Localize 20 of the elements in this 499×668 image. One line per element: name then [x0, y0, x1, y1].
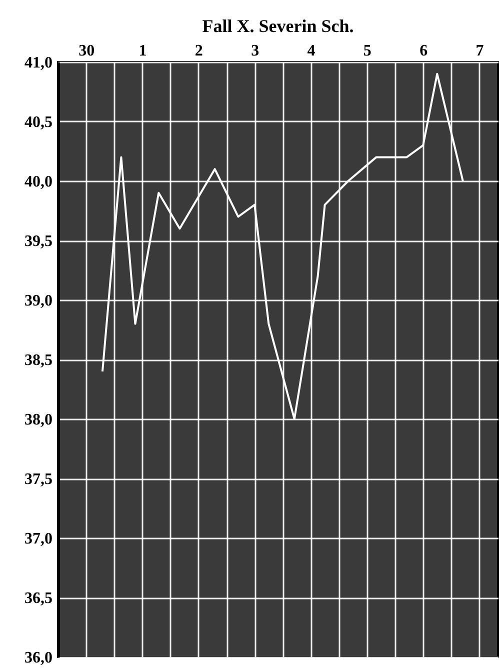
y-tick-label: 36,5 [24, 590, 52, 607]
y-tick-label: 38,0 [24, 412, 52, 428]
x-tick-label: 6 [420, 42, 428, 60]
y-tick-label: 40,5 [24, 114, 52, 131]
chart-title: Fall X. Severin Sch. [202, 16, 354, 36]
y-tick-label: 36,0 [24, 650, 52, 666]
y-tick-label: 37,5 [24, 471, 52, 488]
x-tick-label: 4 [307, 42, 316, 60]
x-tick-label: 2 [194, 42, 203, 60]
x-tick-label: 5 [363, 42, 372, 60]
y-tick-label: 41,0 [24, 54, 52, 72]
x-tick-label: 1 [138, 42, 147, 60]
y-tick-label: 40,0 [24, 174, 52, 190]
x-tick-label: 7 [476, 42, 484, 60]
y-tick-label: 39,0 [24, 292, 52, 310]
y-tick-label: 38,5 [24, 352, 52, 369]
y-tick-label: 37,0 [24, 530, 52, 548]
y-tick-label: 39,5 [24, 233, 52, 250]
x-tick-label: 30 [78, 42, 95, 60]
x-tick-label: 3 [251, 42, 260, 60]
